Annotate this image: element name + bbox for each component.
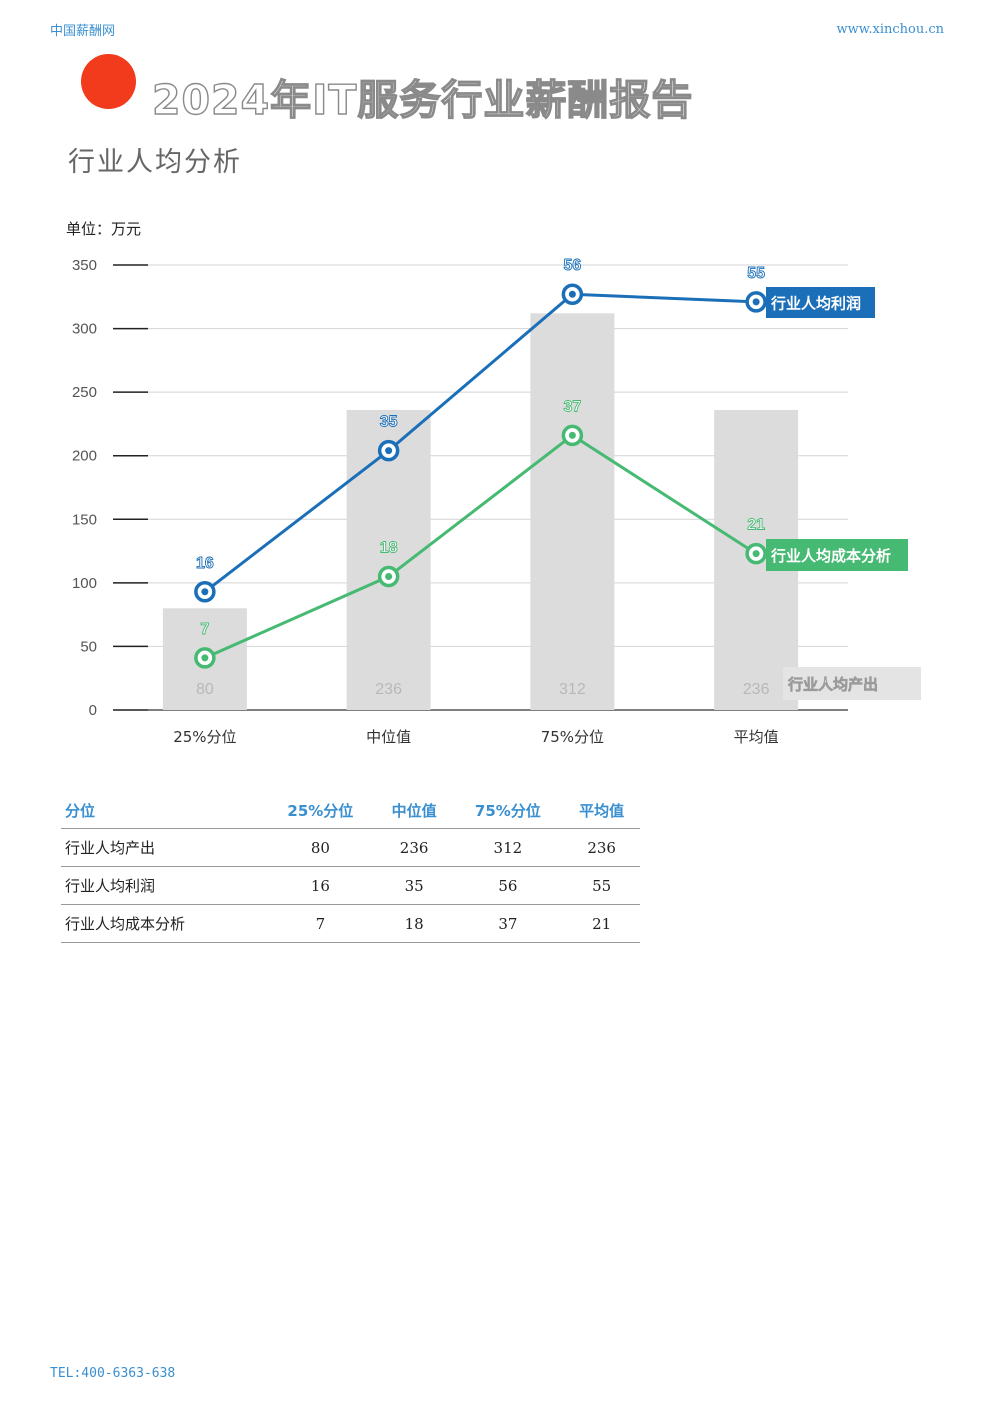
profit-point-core xyxy=(568,290,576,298)
accent-dot xyxy=(81,54,136,109)
profit-series-tag: 行业人均利润 xyxy=(770,295,861,313)
cost-data-label: 7 xyxy=(200,621,209,638)
site-name[interactable]: 中国薪酬网 xyxy=(50,24,116,39)
y-tick-label: 300 xyxy=(72,321,97,338)
table-cell: 16 xyxy=(264,866,376,905)
cost-data-label: 18 xyxy=(380,540,398,557)
profit-point-core xyxy=(385,447,393,455)
bar-value-label: 236 xyxy=(743,681,770,698)
table-cell: 行业人均利润 xyxy=(61,866,265,905)
y-tick-label: 200 xyxy=(72,448,97,465)
cost-data-label: 21 xyxy=(747,517,765,534)
cost-point-core xyxy=(568,431,576,439)
footer-tel: TEL:400-6363-638 xyxy=(50,1366,176,1381)
table-cell: 37 xyxy=(452,904,564,943)
cost-point-core xyxy=(201,654,209,662)
table-cell: 7 xyxy=(264,904,376,943)
table-cell: 35 xyxy=(375,866,453,905)
table-row: 行业人均利润 16 35 56 55 xyxy=(61,866,640,905)
industry-per-capita-chart: 0 50 100 150 200 250 300 350 80 236 312 236 25%分位 中位值… xyxy=(72,257,921,746)
profit-data-label: 16 xyxy=(196,555,214,572)
table-header-row: 分位 25%分位 中位值 75%分位 平均值 xyxy=(61,792,640,829)
table-cell: 21 xyxy=(563,904,640,943)
x-tick-label: 75%分位 xyxy=(541,728,604,746)
table-row: 行业人均成本分析 7 18 37 21 xyxy=(61,904,640,943)
data-table: 分位 25%分位 中位值 75%分位 平均值 行业人均产出 80 236 312 236 行业人均… xyxy=(61,792,640,943)
cost-series-tag: 行业人均成本分析 xyxy=(770,547,891,565)
table-cell: 行业人均成本分析 xyxy=(61,904,265,943)
profit-data-label: 35 xyxy=(380,414,398,431)
table-header-cell: 分位 xyxy=(61,792,265,829)
profit-data-label: 56 xyxy=(563,257,581,274)
x-tick-label: 平均值 xyxy=(734,728,779,746)
table-header-cell: 平均值 xyxy=(563,792,640,829)
report-title: 2024年IT服务行业薪酬报告 xyxy=(151,75,694,124)
output-series-tag: 行业人均产出 xyxy=(787,676,878,694)
x-tick-label: 中位值 xyxy=(366,728,411,746)
y-tick-label: 0 xyxy=(89,702,97,719)
table-cell: 56 xyxy=(452,866,564,905)
bar-value-label: 236 xyxy=(375,681,402,698)
profit-line xyxy=(203,292,757,593)
y-tick-label: 150 xyxy=(72,511,97,528)
profit-series-tag-box xyxy=(766,287,875,318)
table-cell: 55 xyxy=(563,866,640,905)
table-header-cell: 中位值 xyxy=(375,792,453,829)
bar-value-label: 80 xyxy=(196,681,214,698)
x-tick-label: 25%分位 xyxy=(173,728,236,746)
bar xyxy=(530,313,615,710)
unit-label: 单位：万元 xyxy=(66,220,142,238)
table-cell: 80 xyxy=(264,828,376,867)
cost-point-core xyxy=(752,550,760,558)
table-cell: 236 xyxy=(563,828,640,867)
profit-point-core xyxy=(752,298,760,306)
table-cell: 行业人均产出 xyxy=(61,828,265,867)
table-cell: 18 xyxy=(375,904,453,943)
site-url[interactable]: www.xinchou.cn xyxy=(836,22,944,37)
y-tick-label: 50 xyxy=(80,638,97,655)
cost-point-core xyxy=(385,573,393,580)
profit-data-label: 55 xyxy=(747,265,765,282)
output-series-tag-box xyxy=(783,667,921,700)
section-subtitle: 行业人均分析 xyxy=(68,147,242,178)
table-header-cell: 75%分位 xyxy=(452,792,564,829)
table-cell: 236 xyxy=(375,828,453,867)
table-cell: 312 xyxy=(452,828,564,867)
table-row: 行业人均产出 80 236 312 236 xyxy=(61,828,640,867)
y-tick-label: 350 xyxy=(72,257,97,274)
bar-value-label: 312 xyxy=(559,681,586,698)
table-header-cell: 25%分位 xyxy=(264,792,376,829)
cost-series-tag-box xyxy=(766,539,908,571)
profit-point-core xyxy=(201,588,209,596)
cost-line xyxy=(204,433,757,660)
cost-data-label: 37 xyxy=(563,398,581,415)
y-tick-label: 100 xyxy=(72,575,97,592)
y-tick-label: 250 xyxy=(72,384,97,401)
